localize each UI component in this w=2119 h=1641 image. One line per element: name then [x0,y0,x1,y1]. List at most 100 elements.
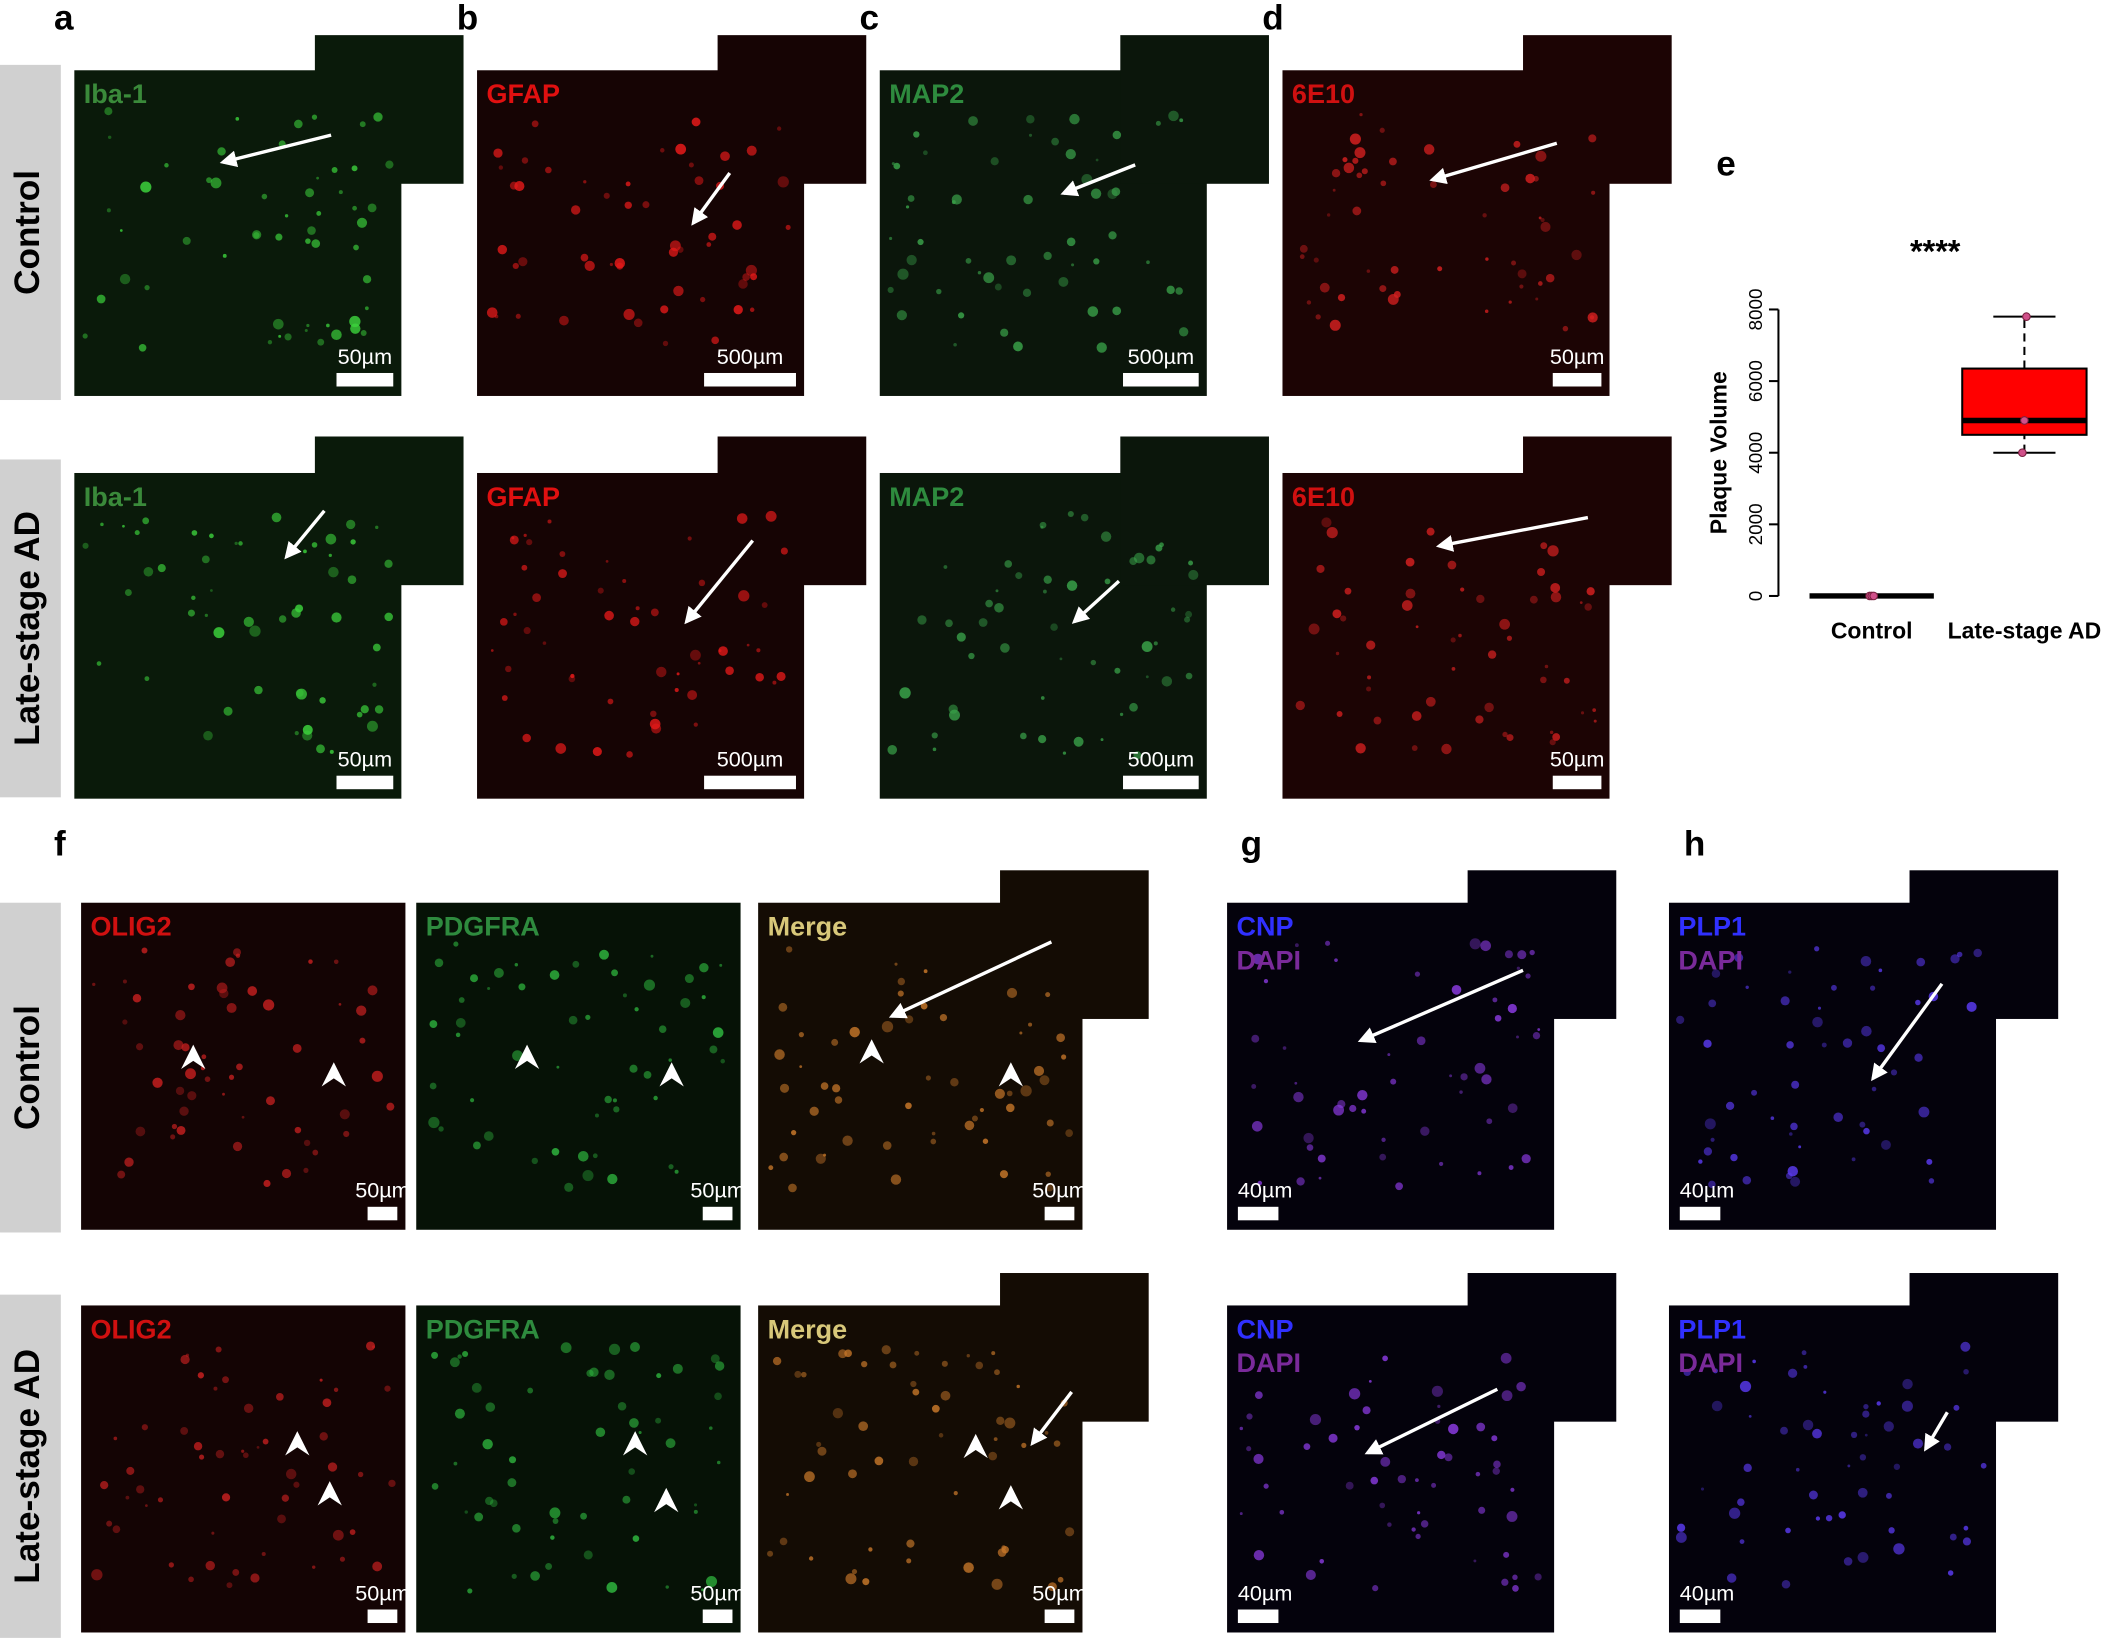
cell-signal [372,1561,383,1572]
cell-signal [912,1388,920,1396]
cell-signal [1550,591,1562,603]
significance: **** [1910,234,1961,270]
stain-label: OLIG2 [91,912,172,942]
cell-signal [887,286,894,294]
cell-signal [650,608,659,617]
cell-signal [471,1382,482,1393]
cell-signal [716,1460,721,1465]
cell-signal [100,522,104,527]
cell-signal [531,120,539,128]
cell-signal [213,1386,218,1391]
cell-signal [236,1063,243,1071]
arrowhead [963,1433,988,1459]
cell-signal [294,1126,302,1134]
cell-signal [1812,1428,1822,1439]
cell-signal [1516,1381,1526,1392]
y-tick-label: 0 [1746,591,1767,602]
cell-signal [263,999,275,1011]
cell-signal [893,162,901,170]
stain-label: PLP1 [1678,1314,1746,1344]
cell-signal [1890,1069,1898,1076]
cell-signal [107,135,112,140]
cell-signal [1521,1154,1531,1164]
cell-signal [1571,249,1582,261]
cell-signal [474,1512,484,1522]
cell-signal [219,988,229,999]
micrograph-inset [1120,436,1269,586]
arrow [1357,968,1524,1043]
cell-signal [1166,285,1175,295]
cell-signal [660,305,669,314]
cell-signal [779,1537,788,1546]
cell-signal [914,1350,920,1356]
cell-signal [1071,263,1075,267]
cell-signal [698,579,706,587]
cell-signal [1499,618,1511,630]
micrograph-inset [1467,870,1617,1019]
cell-signal [910,1380,917,1388]
cell-signal [791,1129,797,1136]
cell-signal [568,1015,578,1025]
cell-signal [175,1010,186,1021]
cell-signal [347,575,357,585]
cell-signal [285,1468,297,1480]
cell-signal [658,1025,667,1033]
micrograph-inset [1000,1273,1149,1422]
row-label-box [0,64,61,401]
cell-signal [1342,157,1348,163]
cell-signal [630,1342,640,1352]
cell-signal [1045,992,1051,998]
cell-signal [431,1351,439,1359]
cell-signal [1973,948,1982,958]
cell-signal [1447,560,1457,570]
cell-signal [1175,287,1183,295]
cell-signal [582,1170,594,1182]
cell-signal [168,1562,174,1568]
cell-signal [887,745,898,755]
cell-signal [779,1152,789,1162]
cell-signal [1319,1559,1325,1564]
cell-signal [429,1082,437,1090]
cell-signal [994,1369,1000,1376]
cell-signal [185,1068,196,1080]
scale-label: 50µm [355,1580,410,1605]
cell-signal [319,1378,323,1382]
cell-signal [1710,1137,1715,1142]
cell-signal [1953,1404,1960,1411]
cell-signal [1344,587,1352,595]
cell-signal [991,1578,1003,1590]
cell-signal [307,226,316,235]
cell-signal [1354,1424,1360,1431]
cell-signal [1739,1539,1745,1544]
cell-signal [1914,1053,1923,1062]
cell-signal [804,1471,815,1483]
cell-signal [222,1376,229,1384]
cell-signal [979,1107,984,1113]
cell-signal [1780,996,1790,1006]
cell-signal [1963,1368,1969,1375]
arrow [1071,579,1121,624]
cell-signal [1430,181,1437,188]
cell-signal [1712,1368,1718,1374]
cell-signal [470,974,479,983]
cell-signal [897,977,906,986]
cell-signal [359,121,366,128]
cell-signal [1069,113,1080,125]
cell-signal [1397,1474,1407,1484]
cell-signal [362,275,372,284]
cell-signal [1178,327,1189,337]
cell-signal [940,1390,951,1401]
cell-signal [464,1510,468,1514]
cell-signal [549,1507,561,1519]
cell-signal [594,1113,599,1118]
cell-signal [607,1173,618,1185]
cell-signal [1589,315,1595,320]
cell-signal [1239,1426,1244,1431]
cell-signal [1743,1463,1752,1473]
cell-signal [995,589,999,593]
cell-signal [1015,572,1023,580]
cell-signal [1168,110,1179,122]
cell-signal [1700,1487,1705,1491]
cell-signal [583,1550,593,1560]
cell-signal [1348,1388,1361,1400]
